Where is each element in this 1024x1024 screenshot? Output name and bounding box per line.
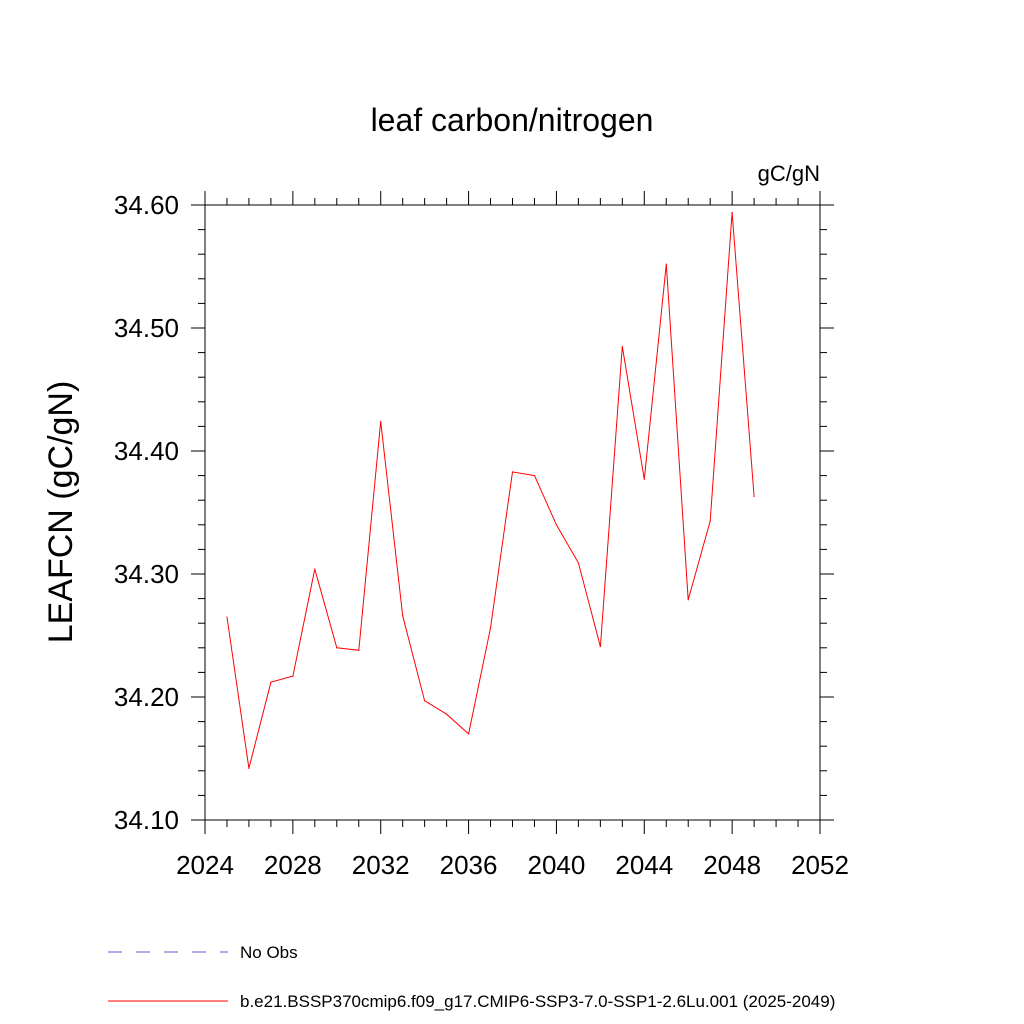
data-point (731, 211, 733, 213)
data-point (555, 524, 558, 526)
major-ticks (191, 191, 834, 834)
x-tick-label: 2036 (440, 850, 498, 880)
y-tick-label: 34.60 (114, 190, 179, 220)
x-tick-label: 2052 (791, 850, 849, 880)
data-point (336, 647, 338, 649)
data-point (753, 495, 755, 498)
y-tick-label: 34.40 (114, 436, 179, 466)
series-layer (226, 211, 755, 769)
data-point (248, 767, 250, 769)
plot-frame (204, 204, 821, 821)
data-point (292, 675, 294, 677)
x-tick-label: 2032 (352, 850, 410, 880)
data-point (599, 645, 601, 648)
y-axis-label: LEAFCN (gC/gN) (42, 381, 80, 644)
x-tick-label: 2048 (703, 850, 761, 880)
y-tick-label: 34.30 (114, 559, 179, 589)
minor-ticks (198, 198, 827, 827)
plot-border (204, 204, 821, 821)
data-point (446, 713, 448, 715)
data-point (270, 681, 272, 683)
data-point (621, 345, 623, 348)
data-point (709, 520, 711, 522)
legend-label-no-obs: No Obs (240, 943, 298, 962)
x-tick-label: 2044 (615, 850, 673, 880)
data-point (511, 471, 514, 473)
data-point (489, 627, 492, 629)
data-point (358, 649, 360, 651)
data-point (314, 568, 316, 570)
legend: No Obs b.e21.BSSP370cmip6.f09_g17.CMIP6-… (108, 943, 835, 1011)
data-point (380, 420, 382, 423)
data-point (687, 599, 689, 601)
data-point (424, 700, 426, 702)
chart-title: leaf carbon/nitrogen (371, 102, 654, 138)
y-tick-label: 34.50 (114, 313, 179, 343)
y-tick-label: 34.10 (114, 805, 179, 835)
units-label: gC/gN (758, 161, 820, 186)
data-point (643, 478, 645, 480)
tick-labels: 2024 2028 2032 2036 2040 2044 2048 2052 34.10 34.… (114, 190, 849, 880)
data-point (665, 263, 667, 265)
legend-label-model: b.e21.BSSP370cmip6.f09_g17.CMIP6-SSP3-7.… (240, 992, 835, 1011)
data-point (226, 616, 228, 618)
data-point (577, 562, 579, 564)
data-point (467, 733, 470, 735)
x-tick-label: 2024 (176, 850, 234, 880)
series-line (226, 212, 755, 769)
x-tick-label: 2028 (264, 850, 322, 880)
data-point (402, 615, 404, 617)
x-tick-label: 2040 (528, 850, 586, 880)
data-point (533, 475, 536, 477)
y-tick-label: 34.20 (114, 682, 179, 712)
